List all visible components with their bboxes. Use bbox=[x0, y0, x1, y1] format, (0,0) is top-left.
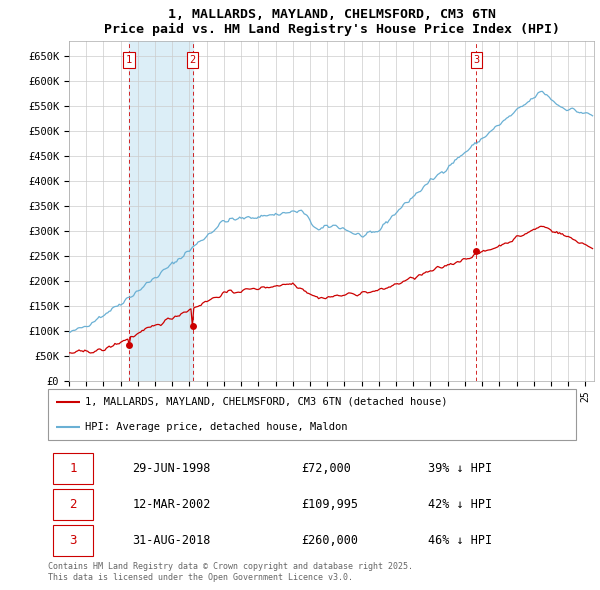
Text: Contains HM Land Registry data © Crown copyright and database right 2025.
This d: Contains HM Land Registry data © Crown c… bbox=[48, 562, 413, 582]
Text: 1: 1 bbox=[70, 462, 77, 475]
Text: 3: 3 bbox=[473, 55, 479, 65]
FancyBboxPatch shape bbox=[53, 525, 93, 556]
Text: 1, MALLARDS, MAYLAND, CHELMSFORD, CM3 6TN (detached house): 1, MALLARDS, MAYLAND, CHELMSFORD, CM3 6T… bbox=[85, 397, 448, 407]
FancyBboxPatch shape bbox=[53, 489, 93, 520]
FancyBboxPatch shape bbox=[53, 453, 93, 484]
Text: 12-MAR-2002: 12-MAR-2002 bbox=[133, 498, 211, 511]
Bar bbox=[129, 41, 193, 381]
Text: 3: 3 bbox=[70, 534, 77, 547]
FancyBboxPatch shape bbox=[48, 389, 576, 440]
Text: 46% ↓ HPI: 46% ↓ HPI bbox=[428, 534, 492, 547]
Text: HPI: Average price, detached house, Maldon: HPI: Average price, detached house, Mald… bbox=[85, 422, 347, 432]
Text: 42% ↓ HPI: 42% ↓ HPI bbox=[428, 498, 492, 511]
Text: 39% ↓ HPI: 39% ↓ HPI bbox=[428, 462, 492, 475]
Title: 1, MALLARDS, MAYLAND, CHELMSFORD, CM3 6TN
Price paid vs. HM Land Registry's Hous: 1, MALLARDS, MAYLAND, CHELMSFORD, CM3 6T… bbox=[104, 8, 560, 36]
Text: £109,995: £109,995 bbox=[301, 498, 358, 511]
Text: 31-AUG-2018: 31-AUG-2018 bbox=[133, 534, 211, 547]
Text: £260,000: £260,000 bbox=[301, 534, 358, 547]
Text: 2: 2 bbox=[70, 498, 77, 511]
Text: 29-JUN-1998: 29-JUN-1998 bbox=[133, 462, 211, 475]
Text: £72,000: £72,000 bbox=[301, 462, 352, 475]
Text: 2: 2 bbox=[190, 55, 196, 65]
Text: 1: 1 bbox=[126, 55, 132, 65]
